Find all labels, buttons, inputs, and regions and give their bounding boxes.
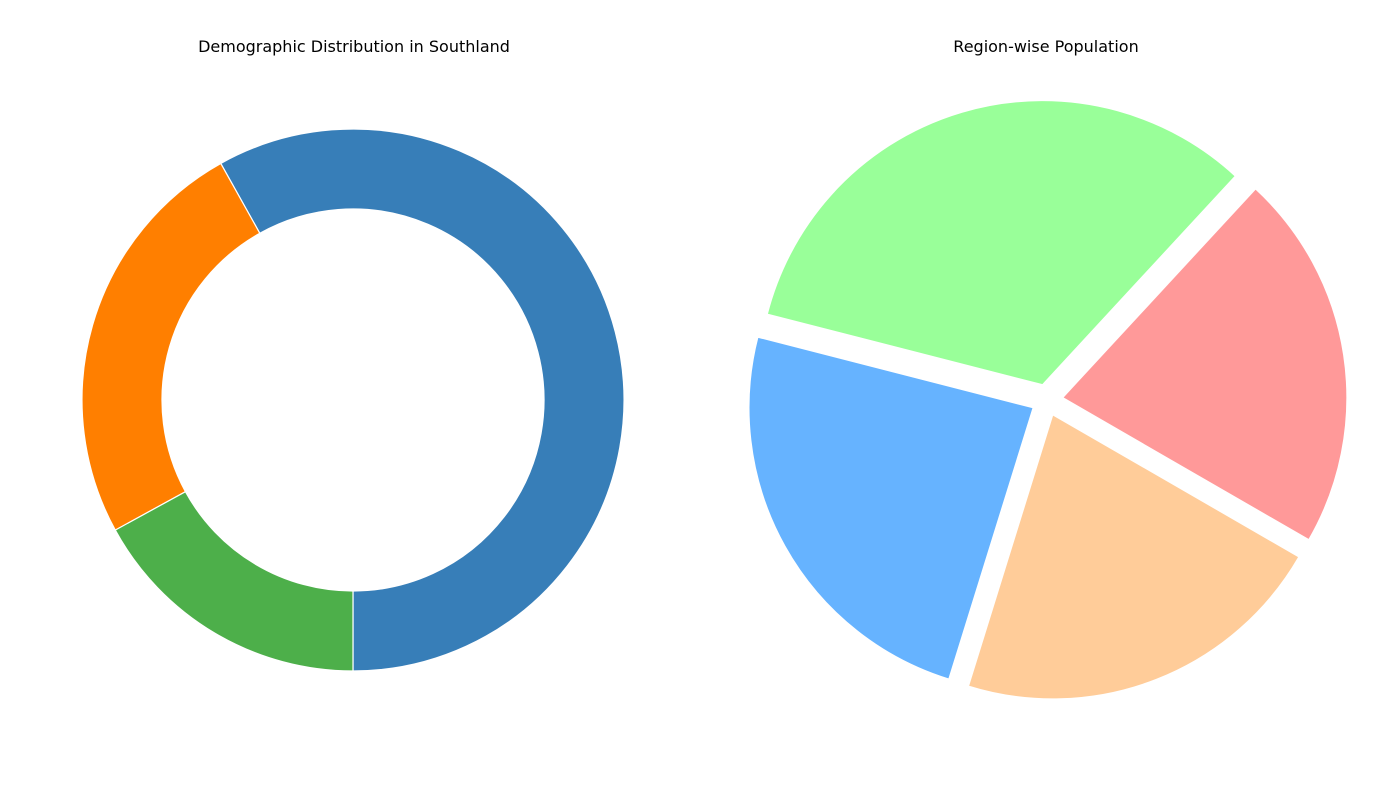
pie-chart-panel: Region-wise Population: [700, 0, 1400, 800]
pie-slice-2: [748, 336, 1034, 680]
donut-slice-2: [114, 490, 354, 672]
pie-slice-1: [766, 100, 1236, 386]
donut-chart-title: Demographic Distribution in Southland: [198, 37, 510, 56]
pie-chart-title: Region-wise Population: [953, 37, 1139, 56]
donut-chart: [81, 128, 625, 672]
donut-chart-panel: Demographic Distribution in Southland: [81, 37, 625, 672]
donut-slice-0: [219, 128, 625, 672]
donut-slice-1: [81, 162, 261, 531]
pie-slice-3: [967, 414, 1300, 700]
pie-slice-0: [1062, 188, 1348, 541]
pie-chart: [748, 100, 1348, 700]
